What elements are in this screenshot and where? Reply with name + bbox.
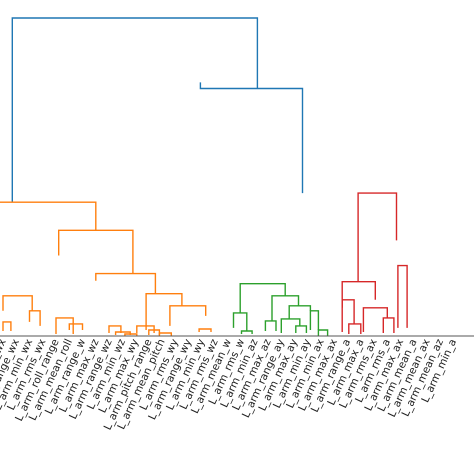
dendrogram-link-red-34 bbox=[382, 317, 395, 333]
dendrogram-links bbox=[0, 17, 408, 336]
dendrogram-link-red-35 bbox=[397, 264, 408, 328]
dendrogram-link-green-25 bbox=[280, 318, 301, 333]
dendrogram-link-green-26 bbox=[295, 325, 308, 333]
dendrogram-link-green-19 bbox=[239, 283, 286, 313]
dendrogram-link-red-32 bbox=[348, 323, 362, 334]
dendrogram-link-orange-8 bbox=[68, 323, 84, 330]
dendrogram-link-orange-7 bbox=[55, 317, 74, 334]
dendrogram-link-green-27 bbox=[309, 310, 320, 330]
dendrogram-link-orange-13 bbox=[145, 293, 183, 330]
dendrogram-link-red-30 bbox=[341, 281, 376, 308]
dendrogram-link-red-31 bbox=[341, 299, 355, 332]
dendrogram-link-orange-5 bbox=[28, 310, 41, 326]
dendrogram-link-red-33 bbox=[362, 307, 388, 332]
dendrogram-link-orange-2 bbox=[0, 201, 97, 231]
dendrogram-link-orange-12 bbox=[124, 333, 138, 336]
dendrogram-link-root-0 bbox=[11, 17, 259, 203]
dendrogram-link-green-21 bbox=[240, 330, 253, 334]
dendrogram-link-orange-3 bbox=[58, 229, 134, 274]
leaf-labels: L_arm_max_wxL_arm_range_wxL_arm_min_wxL_… bbox=[0, 337, 459, 432]
dendrogram-link-red-29 bbox=[357, 192, 398, 282]
dendrogram-link-orange-17 bbox=[169, 305, 207, 326]
dendrogram-link-root-1 bbox=[199, 82, 304, 194]
dendrogram-link-orange-18 bbox=[198, 328, 212, 332]
dendrogram-link-green-23 bbox=[264, 320, 277, 331]
dendrogram-link-green-24 bbox=[288, 305, 312, 319]
dendrogram-link-green-28 bbox=[317, 329, 329, 336]
dendrogram-link-green-22 bbox=[271, 295, 300, 321]
dendrogram-link-orange-10 bbox=[108, 325, 122, 333]
dendrogram-link-orange-9 bbox=[95, 272, 157, 294]
dendrogram-link-orange-4 bbox=[2, 295, 33, 311]
dendrogram-link-orange-16 bbox=[158, 332, 173, 336]
dendrogram-link-orange-6 bbox=[2, 321, 12, 331]
dendrogram-link-green-20 bbox=[232, 312, 248, 331]
